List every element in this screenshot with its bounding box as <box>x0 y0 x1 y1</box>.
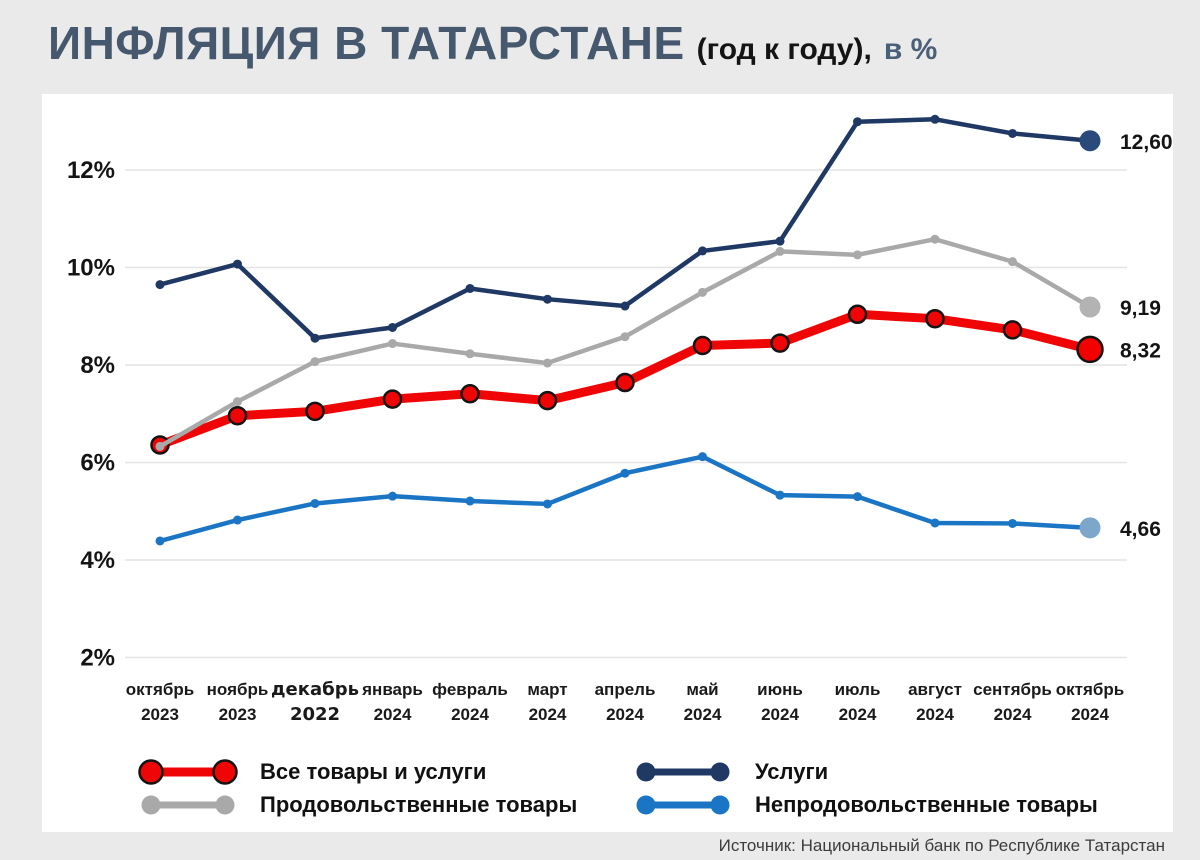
data-point-marker <box>698 452 707 462</box>
x-tick-label: август 2024 <box>908 680 962 724</box>
data-point-marker <box>1008 128 1017 138</box>
data-point-marker <box>537 390 558 411</box>
series-end-point <box>1079 130 1101 152</box>
legend-swatch <box>636 795 730 815</box>
data-point-marker <box>233 515 242 525</box>
series-end-label: 8,32 <box>1120 339 1161 362</box>
series-end-point <box>1076 335 1104 364</box>
data-point-marker <box>465 349 475 359</box>
data-point-marker <box>775 246 785 256</box>
y-tick-label: 2% <box>80 645 115 672</box>
legend-swatch <box>636 762 730 782</box>
data-point-marker <box>620 301 630 311</box>
legend-item: Все товары и услуги <box>136 756 486 788</box>
series-end-label: 9,19 <box>1120 297 1161 320</box>
x-tick-label: октябрь 2023 <box>126 680 194 724</box>
legend-label: Все товары и услуги <box>260 759 487 784</box>
data-point-marker <box>692 335 713 356</box>
data-point-marker <box>543 294 552 304</box>
data-point-marker <box>770 333 790 353</box>
data-point-marker <box>155 280 165 290</box>
x-tick-label: май 2024 <box>684 680 722 724</box>
data-point-marker <box>853 492 862 502</box>
title-main: ИНФЛЯЦИЯ В ТАТАРСТАНЕ <box>48 17 685 69</box>
data-point-marker <box>310 498 320 508</box>
legend-item: Услуги <box>631 756 828 788</box>
data-point-marker <box>233 397 242 407</box>
data-point-marker <box>460 384 480 404</box>
x-tick-label: сентябрь 2024 <box>973 680 1052 724</box>
legend-label: Продовольственные товары <box>260 792 578 817</box>
data-point-marker <box>305 401 325 422</box>
title-suffix: (год к году), <box>696 33 872 66</box>
legend-label: Непродовольственные товары <box>755 792 1098 817</box>
y-tick-label: 8% <box>80 352 115 379</box>
data-point-marker <box>847 304 868 325</box>
data-point-marker <box>543 358 552 368</box>
data-point-marker <box>620 468 630 478</box>
x-tick-label: ноябрь 2023 <box>207 680 269 724</box>
data-point-marker <box>930 114 940 124</box>
series-end-point <box>1079 296 1101 318</box>
data-point-marker <box>155 441 165 451</box>
data-point-marker <box>388 322 397 332</box>
data-point-marker <box>155 536 165 546</box>
data-point-marker <box>1008 257 1017 267</box>
legend-swatch <box>141 795 235 815</box>
x-tick-label: февраль 2024 <box>432 680 508 724</box>
data-point-marker <box>775 236 785 246</box>
data-point-marker <box>853 117 862 127</box>
series-end-point <box>1079 517 1101 539</box>
data-point-marker <box>382 389 403 409</box>
x-tick-label: декабрь 2022 <box>271 679 359 725</box>
data-point-marker <box>1002 320 1023 340</box>
data-point-marker <box>698 246 707 256</box>
data-point-marker <box>310 357 320 367</box>
y-tick-label: 6% <box>80 450 115 477</box>
x-tick-label: октябрь 2024 <box>1056 680 1124 724</box>
y-tick-label: 10% <box>67 255 115 282</box>
title-unit: в % <box>883 33 938 66</box>
data-point-marker <box>775 490 785 500</box>
data-point-marker <box>543 499 552 509</box>
data-point-marker <box>310 333 320 343</box>
source-caption: Источник: Национальный банк по Республик… <box>718 836 1165 855</box>
legend-item: Непродовольственные товары <box>631 789 1098 821</box>
y-tick-label: 12% <box>67 157 115 184</box>
data-point-marker <box>615 372 635 393</box>
y-tick-label: 4% <box>80 547 115 574</box>
series-end-label: 12,60 <box>1120 131 1173 154</box>
data-point-marker <box>388 339 397 349</box>
data-point-marker <box>925 308 945 329</box>
page-title: ИНФЛЯЦИЯ В ТАТАРСТАНЕ (год к году), в % <box>48 16 937 70</box>
legend-label: Услуги <box>755 759 829 784</box>
data-point-marker <box>227 405 248 426</box>
legend-swatch <box>138 759 238 785</box>
x-tick-label: январь 2024 <box>361 680 423 724</box>
data-point-marker <box>698 287 707 297</box>
chart-canvas: 12% 10% 8% 6% 4% 2% октябрь 2023 ноябрь 2023декаб… <box>67 114 1173 725</box>
legend-item: Продовольственные товары <box>136 789 577 821</box>
data-point-marker <box>930 518 940 528</box>
data-point-marker <box>853 250 862 260</box>
series-end-label: 4,66 <box>1120 518 1161 541</box>
x-tick-label: июнь 2024 <box>757 680 803 724</box>
x-tick-label: апрель 2024 <box>595 680 656 724</box>
x-tick-label: июль 2024 <box>835 680 881 724</box>
data-point-marker <box>388 491 397 501</box>
data-point-marker <box>620 332 630 342</box>
data-point-marker <box>233 259 242 269</box>
chart-panel: 12% 10% 8% 6% 4% 2% октябрь 2023 ноябрь 2023 декаб… <box>42 94 1173 832</box>
data-point-marker <box>1008 518 1017 528</box>
data-point-marker <box>465 283 475 293</box>
data-point-marker <box>930 234 940 244</box>
x-tick-label: март 2024 <box>527 680 567 724</box>
data-point-marker <box>465 496 475 506</box>
